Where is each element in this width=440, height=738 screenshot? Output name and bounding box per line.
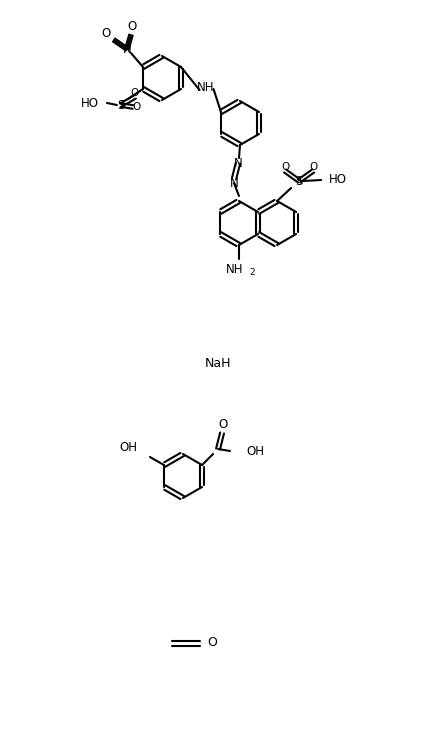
Text: O: O: [127, 19, 136, 32]
Text: HO: HO: [81, 97, 99, 109]
Text: O: O: [133, 102, 141, 112]
Text: NH: NH: [197, 80, 214, 94]
Text: O: O: [309, 162, 317, 172]
Text: S: S: [117, 98, 125, 111]
Text: HO: HO: [329, 173, 347, 185]
Text: N: N: [123, 43, 131, 55]
Text: N: N: [230, 176, 238, 190]
Text: N: N: [234, 156, 242, 170]
Text: O: O: [101, 27, 110, 40]
Text: NH: NH: [226, 263, 244, 275]
Text: O: O: [131, 88, 139, 98]
Text: O: O: [218, 418, 227, 430]
Text: 2: 2: [249, 267, 255, 277]
Text: OH: OH: [246, 444, 264, 458]
Text: OH: OH: [119, 441, 137, 453]
Text: S: S: [295, 174, 303, 187]
Text: O: O: [207, 636, 217, 649]
Text: O: O: [281, 162, 289, 172]
Text: NaH: NaH: [205, 356, 231, 370]
